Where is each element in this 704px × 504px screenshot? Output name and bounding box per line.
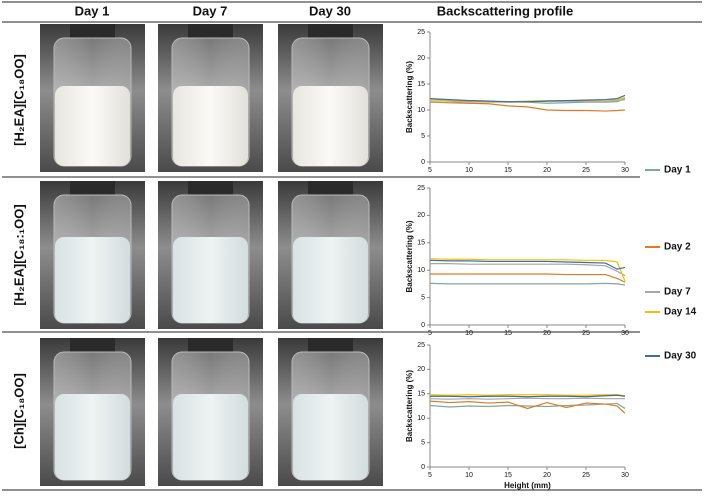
row-label: [H₂EA][C₁₈:₁OO] [11,204,26,305]
y-tick-label: 5 [421,294,425,301]
series-line [429,394,626,397]
x-tick-label: 25 [582,330,590,337]
y-tick-label: 15 [417,240,425,247]
y-tick-label: 5 [421,439,425,446]
x-tick-label: 10 [465,167,473,174]
row-label: [Ch][C₁₈OO] [11,373,26,449]
series-line [429,397,625,400]
y-tick-label: 10 [417,107,425,114]
legend-label: Day 2 [664,242,691,253]
y-tick-label: 25 [417,185,425,192]
x-tick-label: 5 [428,167,432,174]
y-tick-label: 15 [417,81,425,88]
x-axis-label: Height (mm) [504,481,551,490]
column-header: Backscattering profile [437,3,574,18]
column-header: Day 7 [193,3,228,18]
series-line [430,263,626,277]
y-tick-label: 20 [417,366,425,373]
x-tick-label: 25 [582,472,590,479]
x-tick-label: 10 [465,472,473,479]
photos [40,24,383,487]
legend-label: Day 1 [664,165,691,176]
series-line [429,94,626,103]
y-tick-label: 0 [421,159,425,166]
column-header: Day 1 [75,3,110,18]
x-tick-label: 5 [428,472,432,479]
y-axis-label: Backscattering (%) [405,370,414,442]
y-tick-label: 25 [417,342,425,349]
separators [2,1,702,491]
x-tick-label: 5 [428,330,432,337]
legend-label: Day 30 [664,351,697,362]
y-axis-label: Backscattering (%) [405,61,414,133]
y-tick-label: 10 [417,415,425,422]
series-line [429,101,626,112]
x-tick-label: 30 [621,472,629,479]
y-tick-label: 20 [417,212,425,219]
y-tick-label: 0 [421,322,425,329]
y-tick-label: 10 [417,267,425,274]
x-tick-label: 15 [504,330,512,337]
x-tick-label: 25 [582,167,590,174]
legend-label: Day 7 [664,287,691,298]
series-line [430,394,626,398]
series-line [429,259,626,270]
series-line [429,402,626,409]
series-line [429,258,626,282]
x-tick-label: 30 [621,330,629,337]
y-tick-label: 0 [421,464,425,471]
x-tick-label: 20 [543,167,551,174]
series-line [430,273,626,283]
y-tick-label: 20 [417,55,425,62]
x-tick-label: 20 [543,330,551,337]
x-tick-label: 20 [543,472,551,479]
column-header: Day 30 [309,3,351,18]
x-tick-label: 15 [504,167,512,174]
y-tick-label: 25 [417,29,425,36]
y-tick-label: 5 [421,133,425,140]
x-tick-label: 15 [504,472,512,479]
legend-label: Day 14 [664,307,697,318]
x-tick-label: 30 [621,167,629,174]
y-axis-label: Backscattering (%) [405,220,414,292]
series-line [429,400,626,414]
series-line [429,282,626,286]
y-tick-label: 15 [417,391,425,398]
row-label: [H₂EA][C₁₈OO] [11,54,26,146]
x-tick-label: 10 [465,330,473,337]
